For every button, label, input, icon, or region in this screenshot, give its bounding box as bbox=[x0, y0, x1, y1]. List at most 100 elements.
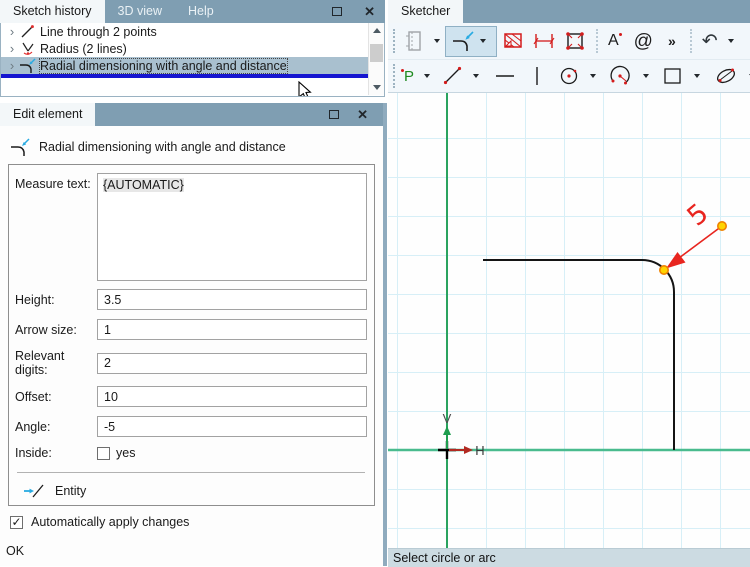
radial-dimension-icon bbox=[11, 137, 30, 156]
toolbar-grip[interactable] bbox=[393, 64, 395, 88]
edit-title: Radial dimensioning with angle and dista… bbox=[39, 140, 286, 154]
sketch-canvas[interactable]: V H 5 bbox=[388, 93, 750, 548]
sketch-sheet-icon bbox=[406, 31, 421, 51]
expander-icon[interactable]: › bbox=[9, 58, 15, 73]
tab-sketcher[interactable]: Sketcher bbox=[388, 0, 464, 23]
close-icon[interactable]: ✕ bbox=[357, 107, 368, 122]
scroll-down-icon[interactable] bbox=[373, 85, 381, 90]
ok-button[interactable]: OK bbox=[6, 544, 25, 558]
vertical-line-icon bbox=[536, 67, 538, 85]
linear-dimension-tool-button[interactable] bbox=[529, 29, 559, 53]
edit-element-window: Edit element ✕ Radial dimensioning with … bbox=[0, 103, 387, 566]
chevron-down-icon[interactable] bbox=[473, 74, 480, 78]
more-tools-icon: » bbox=[667, 33, 676, 49]
scrollbar-thumb[interactable] bbox=[370, 44, 383, 62]
y-axis-arrow bbox=[443, 426, 451, 449]
maximize-icon[interactable] bbox=[329, 110, 340, 119]
dimension-text: 5 bbox=[681, 198, 714, 233]
toolbar-grip[interactable] bbox=[393, 29, 395, 53]
rectangle-icon bbox=[664, 68, 681, 84]
expander-icon[interactable]: › bbox=[9, 24, 15, 39]
list-item[interactable]: › Line through 2 points bbox=[1, 23, 384, 40]
scrollbar[interactable] bbox=[368, 23, 384, 95]
point-tool-icon: P bbox=[404, 67, 415, 85]
tab-edit-element[interactable]: Edit element bbox=[0, 103, 96, 126]
annotation-tool-button[interactable]: @ bbox=[631, 30, 656, 53]
scroll-up-icon[interactable] bbox=[369, 23, 384, 38]
angle-label: Angle: bbox=[15, 419, 51, 434]
chevron-down-icon[interactable] bbox=[643, 74, 650, 78]
arrow-size-field[interactable] bbox=[97, 319, 367, 340]
line-icon bbox=[443, 66, 462, 85]
line-tool-button[interactable] bbox=[440, 64, 466, 88]
radial-dimension-icon bbox=[453, 30, 474, 51]
circle-tool-button[interactable] bbox=[555, 63, 583, 89]
x-axis-arrow bbox=[449, 446, 473, 454]
edit-titlebar: Edit element ✕ bbox=[0, 103, 383, 126]
entity-button[interactable]: Entity bbox=[23, 483, 367, 499]
radial-dimension[interactable]: 5 bbox=[666, 198, 723, 269]
relevant-digits-field[interactable] bbox=[97, 352, 367, 374]
tab-help[interactable]: Help bbox=[187, 4, 214, 18]
hatch-icon bbox=[504, 33, 522, 48]
angle-field[interactable] bbox=[97, 416, 367, 437]
chevron-down-icon[interactable] bbox=[424, 74, 431, 78]
chevron-down-icon[interactable] bbox=[434, 39, 440, 43]
measure-text-value: {AUTOMATIC} bbox=[103, 178, 184, 192]
tab-sketch-history[interactable]: Sketch history bbox=[0, 0, 105, 23]
arrow-size-label: Arrow size: bbox=[15, 322, 77, 337]
toolbar-separator bbox=[689, 29, 692, 53]
measure-text-label: Measure text: bbox=[15, 177, 91, 191]
sketcher-window: Sketcher bbox=[388, 0, 750, 567]
relevant-digits-label: Relevant digits: bbox=[15, 349, 65, 377]
circle-icon bbox=[560, 67, 578, 85]
x-axis-label: H bbox=[475, 443, 484, 458]
maximize-icon[interactable] bbox=[332, 7, 343, 16]
horizontal-line-icon bbox=[496, 75, 515, 77]
ellipse-tool-button[interactable] bbox=[710, 63, 742, 89]
height-field[interactable] bbox=[97, 289, 367, 310]
chevron-down-icon[interactable] bbox=[694, 74, 701, 78]
chevron-down-icon[interactable] bbox=[590, 74, 597, 78]
list-item-label: Radial dimensioning with angle and dista… bbox=[39, 57, 288, 74]
offset-field[interactable] bbox=[97, 386, 367, 407]
at-icon: @ bbox=[633, 30, 653, 52]
dimension-handle-point[interactable] bbox=[716, 221, 727, 232]
vertical-line-tool-button[interactable] bbox=[528, 63, 546, 89]
more-tools-button[interactable]: » bbox=[665, 32, 679, 50]
hatch-tool-button[interactable] bbox=[499, 29, 527, 53]
sketch-geometry[interactable] bbox=[483, 259, 675, 450]
edit-groupbox: Measure text: {AUTOMATIC} Height: Arrow … bbox=[8, 164, 375, 506]
ellipse-icon bbox=[717, 68, 736, 84]
text-tool-button[interactable]: A bbox=[605, 31, 622, 51]
list-item-label: Radius (2 lines) bbox=[40, 41, 127, 56]
chevron-down-icon[interactable] bbox=[480, 39, 486, 43]
chevron-down-icon[interactable] bbox=[727, 39, 734, 43]
inside-checkbox[interactable] bbox=[97, 446, 110, 460]
rectangle-tool-button[interactable] bbox=[659, 63, 687, 89]
offset-label: Offset: bbox=[15, 389, 52, 404]
dimension-arrow-icon bbox=[666, 252, 686, 269]
text-tool-icon: A bbox=[608, 32, 619, 49]
undo-button[interactable]: ↶ bbox=[699, 30, 721, 53]
sketch-mode-button[interactable] bbox=[401, 28, 427, 54]
entity-label: Entity bbox=[55, 484, 87, 498]
list-item-selected[interactable]: › Radial dimensioning with angle and dis… bbox=[1, 57, 384, 74]
tab-3d-view[interactable]: 3D view bbox=[117, 4, 162, 18]
arc-attach-point[interactable] bbox=[658, 265, 669, 276]
frame-tool-button[interactable] bbox=[561, 29, 589, 54]
history-list: › Line through 2 points › Radius (2 line… bbox=[0, 23, 385, 97]
sketcher-titlebar: Sketcher bbox=[388, 0, 750, 23]
list-item-label: Line through 2 points bbox=[40, 24, 157, 39]
horizontal-line-tool-button[interactable] bbox=[491, 64, 519, 88]
close-icon[interactable]: ✕ bbox=[364, 4, 375, 19]
inside-option-label: yes bbox=[116, 446, 136, 460]
measure-text-field[interactable]: {AUTOMATIC} bbox=[97, 173, 367, 281]
radial-dimension-tool-button[interactable] bbox=[445, 25, 497, 57]
expander-icon[interactable]: › bbox=[9, 41, 15, 56]
inside-label: Inside: bbox=[15, 446, 52, 460]
list-item[interactable]: › Radius (2 lines) bbox=[1, 40, 384, 57]
point-tool-button[interactable]: P bbox=[401, 67, 417, 86]
auto-apply-checkbox[interactable]: ✓ bbox=[10, 515, 23, 529]
arc-tool-button[interactable] bbox=[606, 63, 636, 89]
